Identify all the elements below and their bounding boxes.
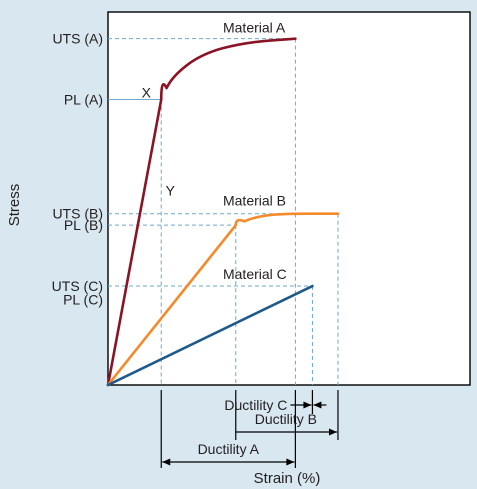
point-label-y: Y xyxy=(166,183,176,199)
series-line-1 xyxy=(106,37,297,387)
arrow-head xyxy=(303,401,312,409)
y-axis-label: Stress xyxy=(6,184,23,227)
y-tick-label: PL (B) xyxy=(64,217,103,233)
y-tick-label: UTS (B) xyxy=(52,206,103,222)
series-line-2 xyxy=(106,212,340,387)
series-label-2: Material B xyxy=(223,193,286,209)
arrow-head xyxy=(313,401,322,409)
ductility-a-label: Ductility A xyxy=(198,441,260,457)
series-label-3: Material C xyxy=(223,266,287,282)
y-tick-label: PL (A) xyxy=(64,92,103,108)
y-tick-label: UTS (A) xyxy=(52,31,103,47)
arrow-head xyxy=(162,458,171,466)
ductility-b-label: Ductility B xyxy=(255,411,317,427)
y-tick-label: UTS (C) xyxy=(52,278,103,294)
ductility-c-label: Ductility C xyxy=(224,397,287,413)
x-axis-label: Strain (%) xyxy=(254,470,321,487)
series-label-1: Material A xyxy=(223,20,286,36)
y-tick-label: PL (C) xyxy=(63,291,103,307)
plot-area xyxy=(107,11,471,386)
arrow-head xyxy=(286,458,295,466)
series-line-3 xyxy=(106,284,314,387)
point-label-x: X xyxy=(142,85,152,101)
arrow-head xyxy=(328,428,337,436)
